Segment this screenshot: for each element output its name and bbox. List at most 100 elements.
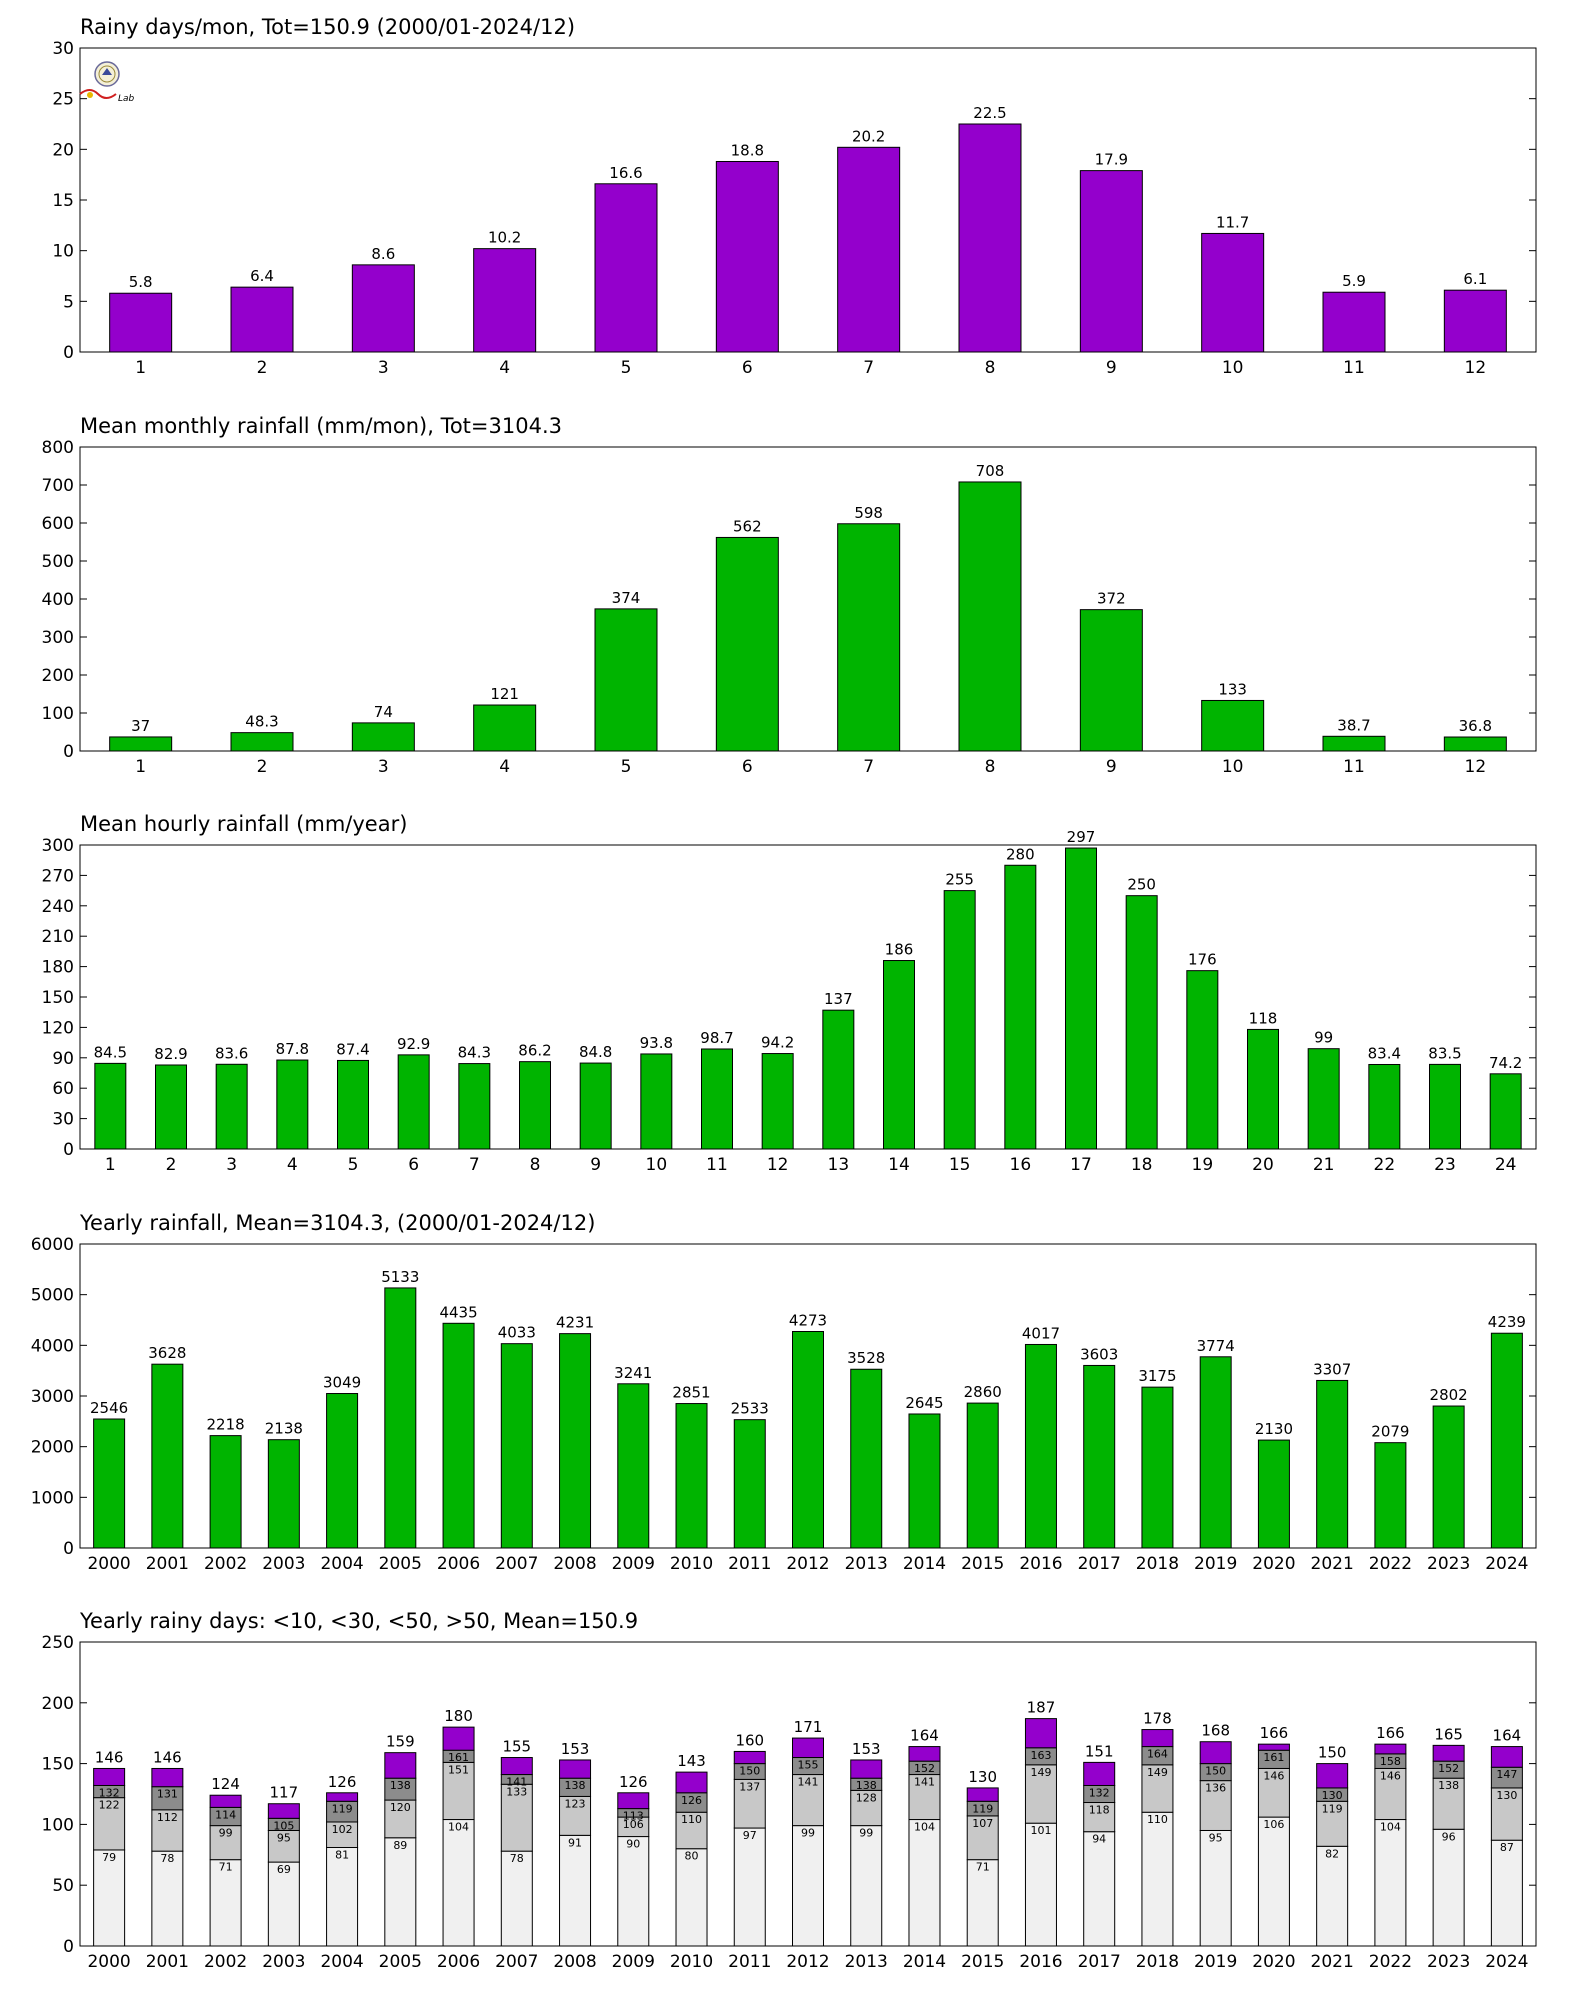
stack-label-lt10: 81 [335,1849,349,1862]
bar-value-label: 4273 [789,1312,827,1330]
x-tick-label: 2011 [728,1554,771,1574]
bar [1199,1356,1232,1549]
stack-label-lt50: 132 [1089,1786,1110,1799]
stack-total-label: 146 [153,1748,182,1766]
bar [908,1413,941,1549]
bar-value-label: 562 [733,517,762,535]
bar [326,1393,359,1549]
bar-value-label: 94.2 [761,1034,794,1052]
y-tick-label: 0 [63,343,74,363]
bar [500,1343,533,1549]
stack-label-lt30: 136 [1205,1782,1226,1795]
x-tick-label: 2011 [728,1952,771,1972]
x-tick-label: 8 [530,1155,541,1175]
y-tick-label: 0 [63,742,74,762]
stack-label-lt30: 128 [856,1791,877,1804]
bar-value-label: 133 [1218,680,1247,698]
bar [442,1322,475,1549]
x-tick-label: 2006 [437,1554,480,1574]
stack-segment-total [151,1767,184,1788]
bar-value-label: 2138 [265,1420,303,1438]
stack-label-lt50: 163 [1030,1749,1051,1762]
stack-total-label: 180 [444,1707,473,1725]
bar-value-label: 84.8 [579,1043,612,1061]
bar-value-label: 37 [131,717,150,735]
stack-segment-lt10 [1374,1819,1407,1947]
stack-label-lt50: 138 [390,1779,411,1792]
x-tick-label: 2001 [146,1952,189,1972]
stack-segment-total [267,1803,300,1819]
y-tick-label: 25 [52,90,74,110]
stack-label-lt10: 90 [626,1838,640,1851]
bar [337,1059,369,1150]
x-tick-label: 2013 [845,1952,888,1972]
stack-label-lt10: 71 [976,1861,990,1874]
bar [1257,1439,1290,1549]
x-tick-label: 2006 [437,1952,480,1972]
x-tick-label: 7 [863,358,874,378]
stack-label-lt30: 146 [1380,1769,1401,1782]
stack-total-label: 166 [1260,1724,1289,1742]
x-tick-label: 11 [1343,358,1365,378]
stack-segment-total [384,1752,417,1779]
x-tick-label: 4 [499,757,510,777]
stack-segment-lt10 [675,1848,708,1947]
y-tick-label: 120 [42,1018,74,1038]
bar-value-label: 4017 [1022,1324,1060,1342]
stack-segment-total [792,1737,824,1759]
x-tick-label: 14 [888,1155,910,1175]
bar-value-label: 5133 [381,1268,419,1286]
bar [1443,736,1507,752]
x-tick-label: 7 [469,1155,480,1175]
x-tick-label: 22 [1374,1155,1396,1175]
bar-value-label: 3049 [323,1374,361,1392]
y-tick-label: 200 [42,1694,74,1714]
stack-segment-lt30 [1490,1787,1523,1841]
stack-label-lt50: 164 [1147,1748,1168,1761]
x-tick-label: 2019 [1194,1952,1237,1972]
stack-label-lt10: 97 [743,1829,757,1842]
bar [1307,1048,1340,1150]
y-tick-label: 250 [42,1633,74,1653]
bar-value-label: 83.5 [1428,1044,1461,1062]
y-tick-label: 800 [42,438,74,458]
x-tick-label: 24 [1495,1155,1517,1175]
stack-segment-lt10 [1490,1839,1523,1947]
stack-segment-lt10 [1141,1811,1174,1947]
x-tick-label: 5 [621,757,632,777]
axes-frame [79,47,1537,353]
stack-label-lt10: 110 [1147,1813,1168,1826]
x-tick-label: 5 [621,358,632,378]
stack-total-label: 159 [386,1733,415,1751]
stack-label-lt10: 94 [1092,1833,1106,1846]
stack-label-lt50: 141 [506,1776,527,1789]
stack-segment-total [1083,1761,1116,1786]
bar [93,1418,126,1549]
stack-total-label: 168 [1201,1722,1230,1740]
x-tick-label: 6 [408,1155,419,1175]
y-tick-label: 500 [42,552,74,572]
stack-label-lt30: 110 [681,1813,702,1826]
bar [215,1063,248,1150]
bar-value-label: 86.2 [518,1042,551,1060]
stack-label-lt10: 80 [685,1850,699,1863]
stack-label-lt50: 131 [157,1788,178,1801]
x-tick-label: 2014 [903,1952,946,1972]
stack-label-lt30: 120 [390,1801,411,1814]
stack-label-lt30: 118 [1089,1804,1110,1817]
bar-value-label: 3175 [1138,1367,1176,1385]
stack-segment-lt30 [267,1829,300,1863]
stack-total-label: 155 [502,1738,531,1756]
stack-segment-lt30 [792,1774,824,1827]
x-tick-label: 2024 [1485,1952,1528,1972]
bar-value-label: 4435 [439,1303,477,1321]
x-tick-label: 2020 [1252,1554,1295,1574]
stack-segment-lt10 [966,1859,999,1947]
stack-total-label: 117 [270,1784,299,1802]
x-tick-label: 3 [378,757,389,777]
bar-value-label: 372 [1097,590,1126,608]
logo-text: Lab [118,94,135,104]
bar [1079,170,1143,353]
bar-value-label: 374 [612,589,641,607]
y-tick-label: 4000 [31,1336,74,1356]
